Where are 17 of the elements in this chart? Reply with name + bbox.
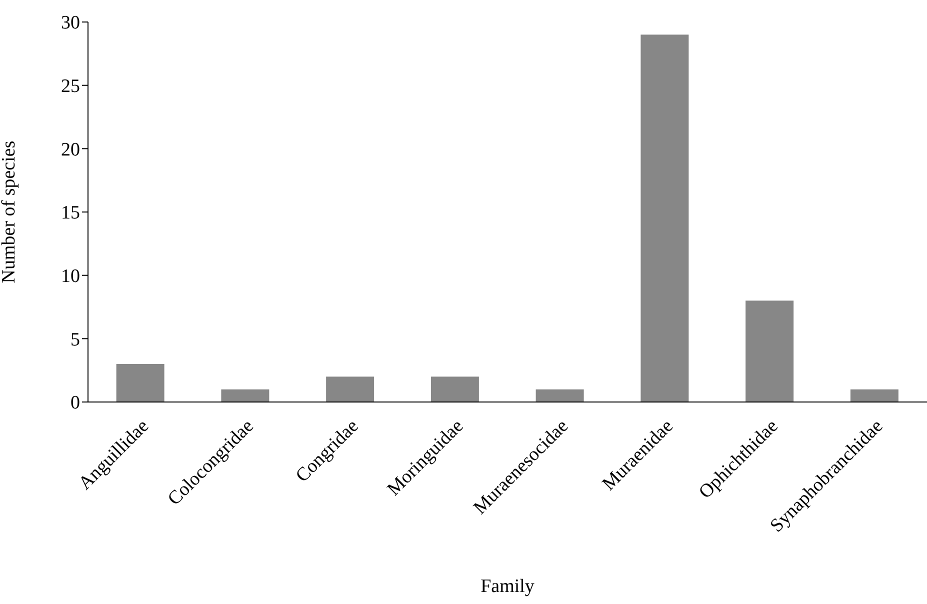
bar <box>326 376 374 402</box>
y-tick-label: 15 <box>61 202 80 224</box>
bar <box>640 34 689 402</box>
bar <box>536 389 584 402</box>
bar <box>850 389 898 402</box>
bar <box>221 389 270 402</box>
y-tick-label: 10 <box>61 266 80 288</box>
y-tick-label: 25 <box>61 76 80 98</box>
y-tick-label: 20 <box>61 139 80 160</box>
y-tick-label: 30 <box>61 12 80 34</box>
bar <box>116 364 164 402</box>
y-tick-label: 0 <box>70 392 80 414</box>
y-tick-label: 5 <box>70 329 80 350</box>
bar <box>430 376 479 402</box>
x-axis-title: Family <box>480 576 535 597</box>
y-axis-title: Number of species <box>0 140 20 284</box>
bar <box>746 300 794 402</box>
